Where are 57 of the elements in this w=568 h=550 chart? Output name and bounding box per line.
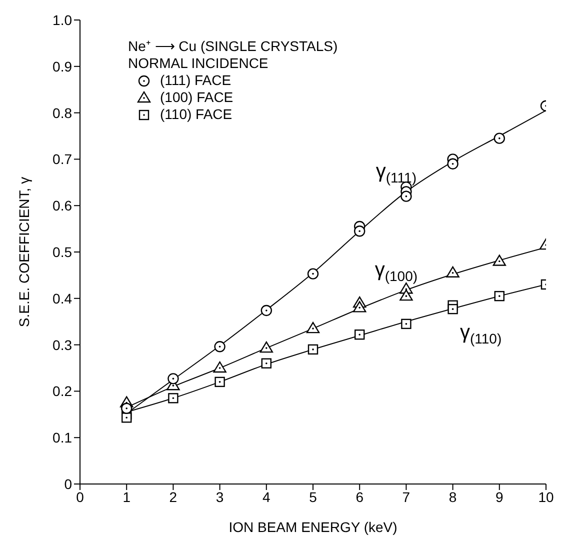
y-tick-label: 0.8 (52, 104, 72, 121)
y-tick-label: 0.9 (52, 58, 72, 74)
point (213, 361, 226, 373)
point (400, 289, 413, 301)
y-tick-label: 0.1 (52, 430, 72, 446)
legend-title: Ne⁺ ⟶ Cu (SINGLE CRYSTALS) (128, 38, 338, 55)
y-tick-label: 1.0 (52, 12, 72, 28)
point (260, 341, 273, 353)
x-tick-label: 4 (262, 488, 270, 505)
point (353, 301, 366, 312)
x-tick-label: 5 (309, 488, 318, 505)
point (307, 268, 319, 280)
point (446, 266, 460, 278)
point (121, 402, 132, 414)
point (261, 358, 272, 368)
point (401, 318, 412, 330)
y-tick-label: 0.3 (52, 336, 72, 353)
x-tick-label: 2 (169, 488, 178, 505)
y-tick-label: 0.7 (52, 151, 72, 168)
legend-label: (100) FACE (160, 89, 234, 106)
y-tick-label: 0.2 (52, 383, 72, 400)
x-tick-label: 10 (538, 488, 554, 505)
y-tick-label: 0.4 (52, 290, 72, 306)
point (447, 158, 458, 170)
x-axis-title: ION BEAM ENERGY (keV) (228, 519, 398, 535)
point (448, 304, 458, 314)
annotation: γ$_{(111)}$ (376, 160, 417, 186)
x-tick-label: 9 (496, 488, 504, 505)
point (168, 393, 178, 404)
legend-label: (111) FACE (160, 72, 232, 89)
point (260, 304, 272, 316)
point (494, 132, 505, 144)
point (214, 376, 225, 388)
annotation: NORMAL INCIDENCE (128, 55, 270, 72)
point (354, 329, 365, 340)
y-axis-title: S.E.E. COEFFICIENT, γ (16, 176, 32, 328)
y-tick-label: 0 (64, 476, 72, 492)
point (354, 226, 366, 237)
point (306, 322, 320, 334)
y-tick-label: 0.5 (52, 244, 72, 260)
x-tick-label: 1 (122, 488, 131, 505)
point (308, 344, 318, 355)
legend-label: (110) FACE (160, 106, 232, 123)
point (492, 254, 506, 266)
x-tick-label: 6 (356, 488, 364, 505)
point (168, 373, 179, 384)
point (400, 190, 412, 202)
annotation: γ$_{(100)}$ (374, 259, 418, 284)
x-tick-label: 0 (76, 488, 84, 505)
y-tick-label: 0.6 (52, 198, 72, 214)
x-tick-label: 3 (216, 488, 224, 505)
point (494, 290, 504, 302)
x-tick-label: 7 (402, 488, 410, 505)
annotation: γ$_{(110)}$ (460, 322, 502, 346)
point (122, 412, 132, 423)
x-tick-label: 8 (448, 488, 457, 505)
point (214, 341, 226, 352)
